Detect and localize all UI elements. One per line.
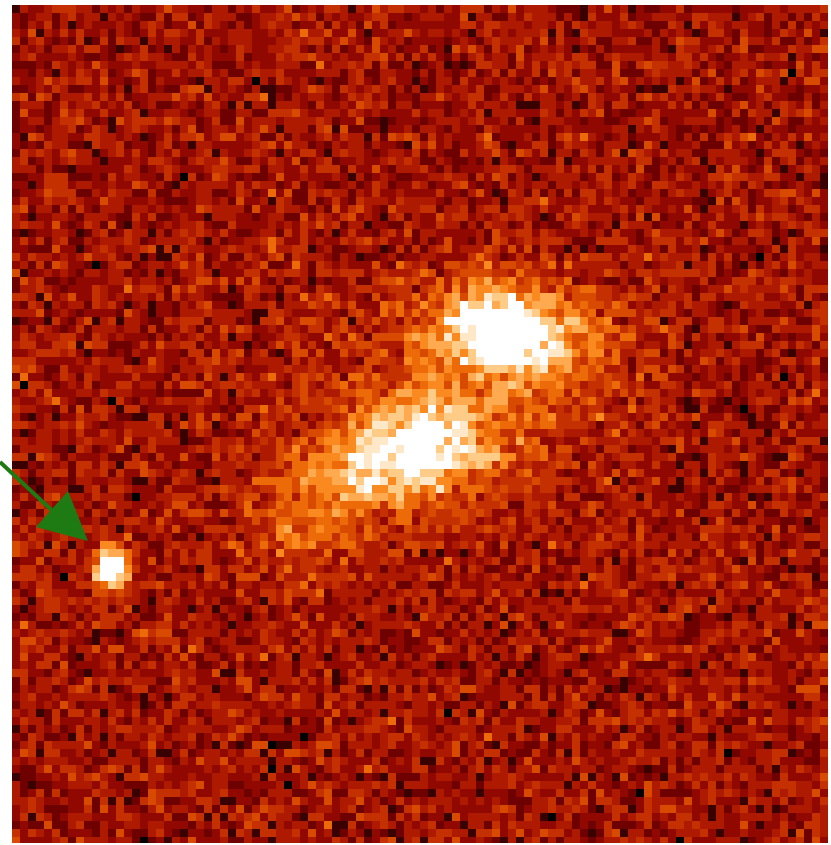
intensity-level	[92, 277, 588, 589]
arrow-shaft	[0, 460, 62, 520]
pixel-map	[12, 5, 828, 843]
intensity-level	[12, 5, 828, 843]
intensity-level	[100, 293, 556, 581]
arrow-head	[36, 491, 88, 541]
intensity-level	[12, 5, 828, 843]
pointer-arrow	[0, 460, 88, 541]
intensity-level	[12, 5, 828, 843]
intensity-level	[12, 5, 828, 843]
intensity-level	[100, 261, 612, 573]
intensity-level	[348, 293, 564, 493]
